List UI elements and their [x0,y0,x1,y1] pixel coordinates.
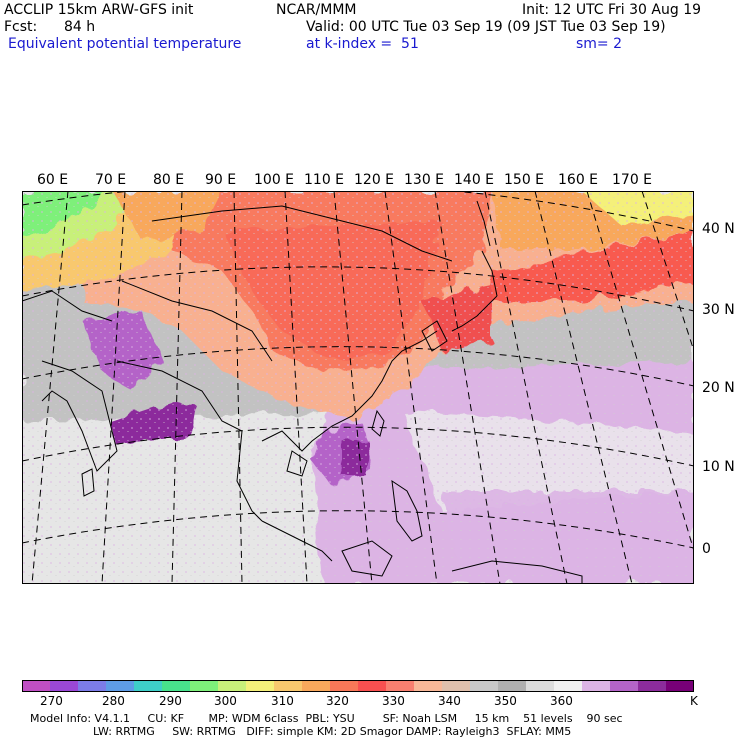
colorbar-swatch [554,680,583,692]
colorbar-swatch [274,680,303,692]
field-name: Equivalent potential temperature [8,36,242,52]
theta-e-map [22,191,694,584]
lon-label: 160 E [558,172,599,188]
colorbar-swatch [106,680,135,692]
colorbar-swatch [134,680,163,692]
model-title: ACCLIP 15km ARW-GFS init [4,2,194,18]
lon-label: 130 E [404,172,445,188]
map-frame [22,191,694,584]
lon-label: 80 E [153,172,185,188]
colorbar-swatch [358,680,387,692]
colorbar-swatch [78,680,107,692]
colorbar-label: 290 [159,694,182,708]
colorbar-swatch [246,680,275,692]
lon-label: 60 E [37,172,69,188]
model-info-line1: Model Info: V4.1.1 CU: KF MP: WDM 6class… [30,712,623,725]
lat-label: 20 N [702,380,735,396]
colorbar-swatch [330,680,359,692]
colorbar-swatch [526,680,555,692]
lon-label: 70 E [95,172,127,188]
colorbar-label: 310 [271,694,294,708]
colorbar-frame [22,680,694,692]
colorbar-label: 340 [438,694,461,708]
colorbar-swatch [470,680,499,692]
forecast-hours: 84 h [64,19,96,35]
colorbar-label: 280 [102,694,125,708]
colorbar-unit: K [690,694,698,708]
colorbar-swatch [386,680,415,692]
colorbar-label: 270 [40,694,63,708]
colorbar-swatch [582,680,611,692]
lat-label: 30 N [702,302,735,318]
lon-label: 120 E [354,172,395,188]
colorbar-swatch [498,680,527,692]
graticule [22,191,694,584]
colorbar-swatch [442,680,471,692]
colorbar-swatch [162,680,191,692]
lat-label: 0 [702,541,711,557]
lat-label: 10 N [702,459,735,475]
colorbar-label: 320 [326,694,349,708]
lon-label: 170 E [612,172,653,188]
colorbar-swatch [50,680,79,692]
colorbar-swatch [610,680,639,692]
colorbar-swatch [22,680,51,692]
lon-label: 100 E [254,172,295,188]
coastlines [22,200,583,584]
model-info-line2: LW: RRTMG SW: RRTMG DIFF: simple KM: 2D … [30,725,572,738]
lon-label: 140 E [454,172,495,188]
lon-label: 150 E [504,172,545,188]
colorbar-swatch [638,680,667,692]
colorbar-swatch [218,680,247,692]
forecast-label: Fcst: [4,19,38,35]
init-time: Init: 12 UTC Fri 30 Aug 19 [522,2,702,18]
valid-time: Valid: 00 UTC Tue 03 Sep 19 (09 JST Tue … [306,19,666,35]
smoothing-label: sm= 2 [576,36,623,52]
lat-label: 40 N [702,221,735,237]
colorbar-swatch [414,680,443,692]
org-label: NCAR/MMM [276,2,357,18]
colorbar-label: 350 [494,694,517,708]
colorbar-label: 360 [550,694,573,708]
colorbar-label: 300 [214,694,237,708]
lon-label: 90 E [205,172,237,188]
colorbar [22,680,694,692]
colorbar-label: 330 [382,694,405,708]
colorbar-swatch [190,680,219,692]
lon-label: 110 E [304,172,345,188]
colorbar-swatch [666,680,694,692]
level-index: at k-index = 51 [306,36,419,52]
colorbar-swatch [302,680,331,692]
